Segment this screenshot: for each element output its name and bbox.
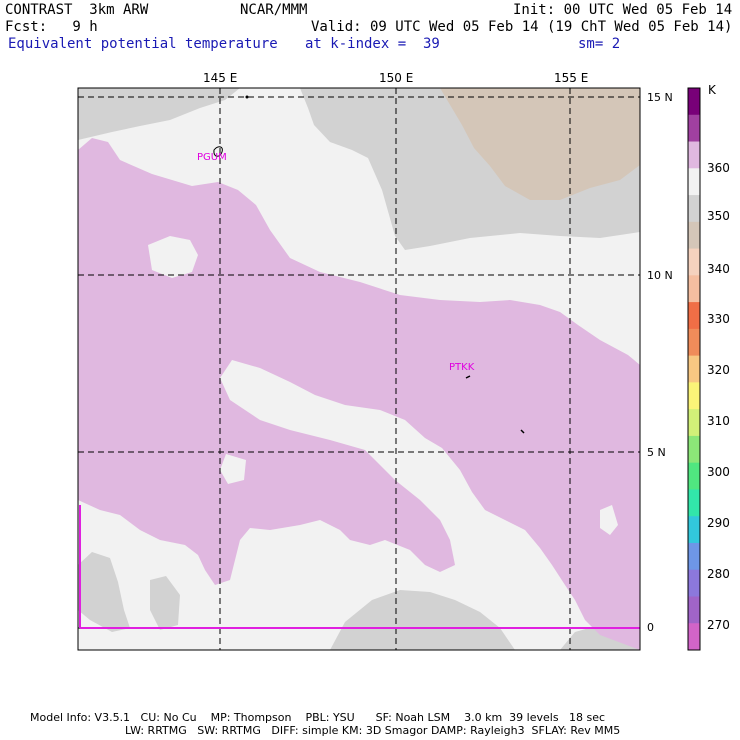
colorbar-swatch (688, 623, 700, 651)
colorbar-swatch (688, 328, 700, 357)
tan-region (440, 88, 640, 200)
grey-region-southwest (78, 552, 130, 632)
colorbar-swatch (688, 168, 700, 196)
island-mark-north (245, 95, 249, 99)
colorbar-label-270: 270 (707, 618, 730, 632)
clear-hole-center (286, 532, 300, 548)
model-title: CONTRAST 3km ARW (5, 2, 149, 18)
colorbar-swatch (688, 489, 700, 517)
colorbar-swatch (688, 435, 700, 464)
colorbar-swatch (688, 302, 700, 330)
forecast-hour: Fcst: 9 h (5, 19, 98, 35)
chuuk-coastline (465, 375, 471, 379)
colorbar-swatch (688, 462, 700, 490)
station-label-ptkk: PTKK (449, 362, 475, 373)
colorbar-label-330: 330 (707, 312, 730, 326)
grey-region-south (330, 590, 515, 650)
colorbar-frame (687, 87, 701, 651)
colorbar (687, 87, 701, 651)
model-info-line1: Model Info: V3.5.1 CU: No Cu MP: Thompso… (30, 711, 606, 724)
lat-label-10n: 10 N (647, 269, 673, 282)
clear-hole-south (220, 454, 246, 484)
lon-label-155: 155 E (554, 71, 589, 85)
colorbar-swatch (688, 355, 700, 383)
colorbar-swatch (688, 275, 700, 303)
map-frame (77, 87, 641, 651)
grey-region-northwest (78, 88, 240, 140)
smoothing-value: sm= 2 (578, 36, 621, 52)
valid-time: Valid: 09 UTC Wed 05 Feb 14 (19 ChT Wed … (311, 19, 733, 35)
colorbar-label-360: 360 (707, 161, 730, 175)
colorbar-swatch (688, 542, 700, 571)
init-time: Init: 00 UTC Wed 05 Feb 14 (513, 2, 733, 18)
organization-label: NCAR/MMM (240, 2, 308, 18)
model-info-line2: LW: RRTMG SW: RRTMG DIFF: simple KM: 3D … (125, 724, 621, 737)
colorbar-label-300: 300 (707, 465, 730, 479)
colorbar-swatch (688, 114, 700, 143)
island-mark (520, 429, 525, 434)
colorbar-label-340: 340 (707, 262, 730, 276)
colorbar-swatch (688, 382, 700, 410)
theta-e-360-region (78, 138, 640, 650)
lat-label-15n: 15 N (647, 91, 673, 104)
lat-label-5n: 5 N (647, 446, 666, 459)
station-label-pgum: PGUM (197, 152, 227, 163)
colorbar-swatch (688, 221, 700, 250)
colorbar-label-350: 350 (707, 209, 730, 223)
level-index: at k-index = 39 (305, 36, 440, 52)
colorbar-swatch (688, 141, 700, 169)
colorbar-swatch (688, 409, 700, 437)
colorbar-swatch (688, 596, 700, 624)
clear-hole-east (600, 505, 618, 535)
colorbar-swatch (688, 248, 700, 276)
colorbar-label-290: 290 (707, 516, 730, 530)
guam-coastline (213, 146, 223, 157)
field-name: Equivalent potential temperature (8, 36, 278, 52)
colorbar-label-320: 320 (707, 363, 730, 377)
clear-hole-west (148, 236, 198, 278)
colorbar-swatch (688, 195, 700, 223)
grey-region-south-small (150, 576, 180, 630)
colorbar-swatch (688, 569, 700, 597)
colorbar-label-310: 310 (707, 414, 730, 428)
colorbar-swatch (688, 516, 700, 544)
lat-label-0: 0 (647, 621, 654, 634)
colorbar-swatch (688, 88, 700, 116)
colorbar-label-280: 280 (707, 567, 730, 581)
colorbar-unit: K (708, 83, 716, 97)
lon-label-150: 150 E (379, 71, 414, 85)
lon-label-145: 145 E (203, 71, 238, 85)
